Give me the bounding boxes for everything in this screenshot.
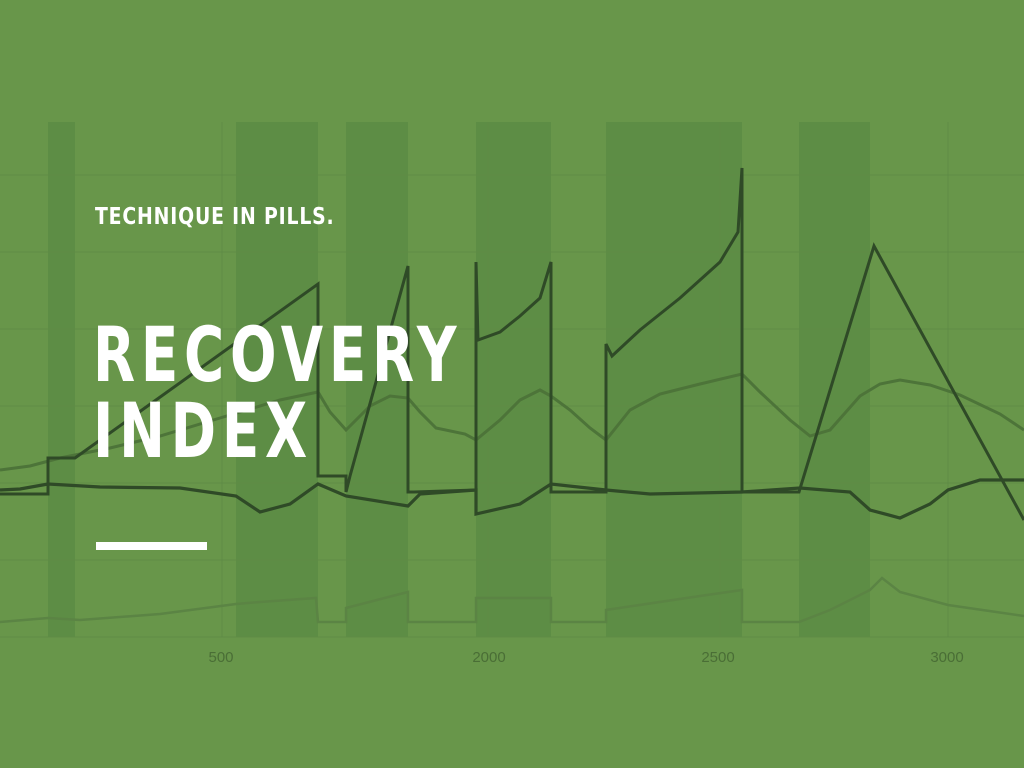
x-axis: 500 2000 2500 3000 [208, 649, 963, 666]
series-line-baseline [0, 576, 1024, 624]
x-tick-label: 2000 [472, 649, 505, 666]
title-line-1: RECOVERY [93, 310, 463, 399]
series-line-wave [0, 372, 1024, 472]
series-line-noisy [0, 478, 1024, 520]
title-line-2: INDEX [93, 386, 313, 475]
x-tick-label: 2500 [701, 649, 734, 666]
x-tick-label: 3000 [930, 649, 963, 666]
chart-bands [48, 122, 870, 637]
page-title: RECOVERY INDEX [93, 317, 462, 469]
x-tick-label: 500 [208, 649, 233, 666]
title-underline [96, 542, 207, 550]
series-line-sawtooth [0, 167, 1024, 521]
kicker-text: TECHNIQUE IN PILLS. [95, 204, 335, 230]
